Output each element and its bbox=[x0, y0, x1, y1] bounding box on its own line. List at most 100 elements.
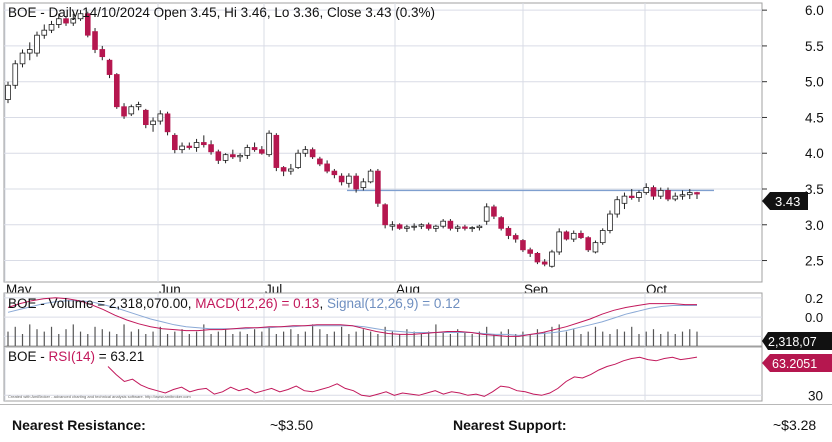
candle bbox=[92, 28, 98, 54]
candle-body bbox=[360, 181, 367, 188]
candle bbox=[462, 224, 468, 231]
macd-title-prefix: BOE - Volume = 2,318,070.00, bbox=[8, 296, 195, 311]
candle bbox=[113, 73, 120, 109]
candle bbox=[34, 31, 40, 57]
candle-body bbox=[411, 225, 417, 228]
candle bbox=[686, 189, 693, 200]
candle-body bbox=[672, 195, 679, 200]
candle bbox=[77, 10, 84, 21]
candle-body bbox=[599, 230, 606, 244]
rsi-pane bbox=[3, 346, 763, 402]
candle bbox=[84, 11, 91, 38]
candle-body bbox=[135, 104, 142, 108]
price-y-tick-label: 3.5 bbox=[805, 182, 824, 197]
candle-body bbox=[70, 18, 77, 24]
price-y-axis: 2.5 3.0 3.5 4.0 4.5 5.0 5.5 6.0 bbox=[762, 3, 824, 269]
candle bbox=[425, 222, 432, 231]
candle bbox=[469, 226, 475, 232]
candle-body bbox=[302, 149, 309, 154]
candle bbox=[614, 196, 621, 218]
candle-body bbox=[280, 167, 287, 172]
candle bbox=[135, 101, 142, 111]
candle bbox=[657, 187, 664, 200]
candle bbox=[621, 192, 628, 210]
macd-y-tick-label: 0.2 bbox=[805, 291, 823, 306]
candle bbox=[440, 219, 446, 229]
candle bbox=[491, 204, 497, 220]
candle bbox=[672, 192, 679, 202]
candle bbox=[128, 104, 135, 117]
candle bbox=[295, 149, 301, 169]
candle bbox=[534, 251, 541, 265]
candle-body bbox=[34, 34, 40, 54]
candle-body bbox=[288, 168, 294, 172]
candle bbox=[512, 233, 519, 243]
candle-body bbox=[324, 163, 330, 172]
support-label: Nearest Support: bbox=[453, 417, 567, 433]
candle-body bbox=[694, 192, 700, 195]
candle bbox=[266, 130, 272, 157]
candle-body bbox=[222, 154, 229, 161]
candle-body bbox=[447, 220, 454, 229]
candle-body bbox=[331, 170, 338, 176]
price-y-tick-label: 4.0 bbox=[805, 146, 824, 161]
candle bbox=[498, 216, 504, 231]
candle bbox=[476, 224, 483, 231]
candle bbox=[331, 168, 338, 179]
candle bbox=[411, 223, 417, 231]
candle bbox=[338, 173, 345, 186]
candle bbox=[636, 190, 642, 202]
candle-body bbox=[534, 252, 541, 263]
candle bbox=[230, 149, 236, 159]
candle bbox=[280, 166, 287, 177]
candle bbox=[665, 187, 671, 202]
candle bbox=[563, 230, 570, 241]
candle bbox=[55, 13, 62, 29]
rsi-title-suffix: = 63.21 bbox=[95, 349, 144, 364]
volume-tag: 2,318,07 bbox=[762, 332, 832, 350]
support-resistance-footer: Nearest Resistance: ~$3.50 Nearest Suppo… bbox=[0, 404, 832, 442]
resistance-label: Nearest Resistance: bbox=[12, 417, 146, 433]
price-y-tick-label: 5.5 bbox=[805, 39, 824, 54]
candle-body bbox=[48, 24, 55, 31]
candle bbox=[273, 133, 280, 172]
candle-body bbox=[570, 232, 577, 240]
candle-body bbox=[215, 151, 222, 161]
price-y-tick-label: 6.0 bbox=[805, 3, 824, 18]
candle bbox=[367, 168, 374, 184]
candle-body bbox=[476, 225, 483, 229]
macd-lines bbox=[7, 297, 697, 337]
macd-pane bbox=[3, 292, 763, 347]
candle-body bbox=[520, 240, 526, 251]
candle-body bbox=[55, 18, 62, 25]
candle-body bbox=[92, 31, 98, 50]
candle-body bbox=[686, 192, 693, 196]
candle bbox=[447, 219, 454, 231]
candle bbox=[142, 108, 149, 129]
volume-label: 2,318,07 bbox=[768, 335, 817, 349]
candle-body bbox=[106, 59, 113, 75]
rsi-y-axis: 30 bbox=[808, 388, 823, 403]
candle bbox=[483, 203, 490, 225]
candle bbox=[150, 117, 156, 132]
rsi-series-line bbox=[107, 356, 698, 397]
candle bbox=[70, 13, 77, 26]
candle bbox=[26, 42, 33, 61]
support-value: ~$3.28 bbox=[773, 417, 817, 433]
candle bbox=[12, 60, 19, 89]
rsi-line bbox=[107, 356, 698, 397]
candle-body bbox=[346, 175, 352, 184]
candle bbox=[375, 168, 381, 207]
candle-body bbox=[99, 49, 106, 58]
candle-body bbox=[259, 149, 265, 154]
candle bbox=[679, 190, 686, 200]
candle bbox=[389, 221, 396, 231]
candle bbox=[505, 226, 512, 240]
rsi-last-label: 63.2051 bbox=[772, 357, 817, 371]
candle-body bbox=[157, 113, 164, 122]
candle bbox=[41, 24, 48, 39]
candle bbox=[650, 185, 657, 200]
candle bbox=[527, 247, 533, 257]
chart-svg: 2.53.03.54.04.55.05.56.0 May Jun Jul Aug Sep… bbox=[3, 2, 832, 403]
candle bbox=[164, 111, 171, 136]
